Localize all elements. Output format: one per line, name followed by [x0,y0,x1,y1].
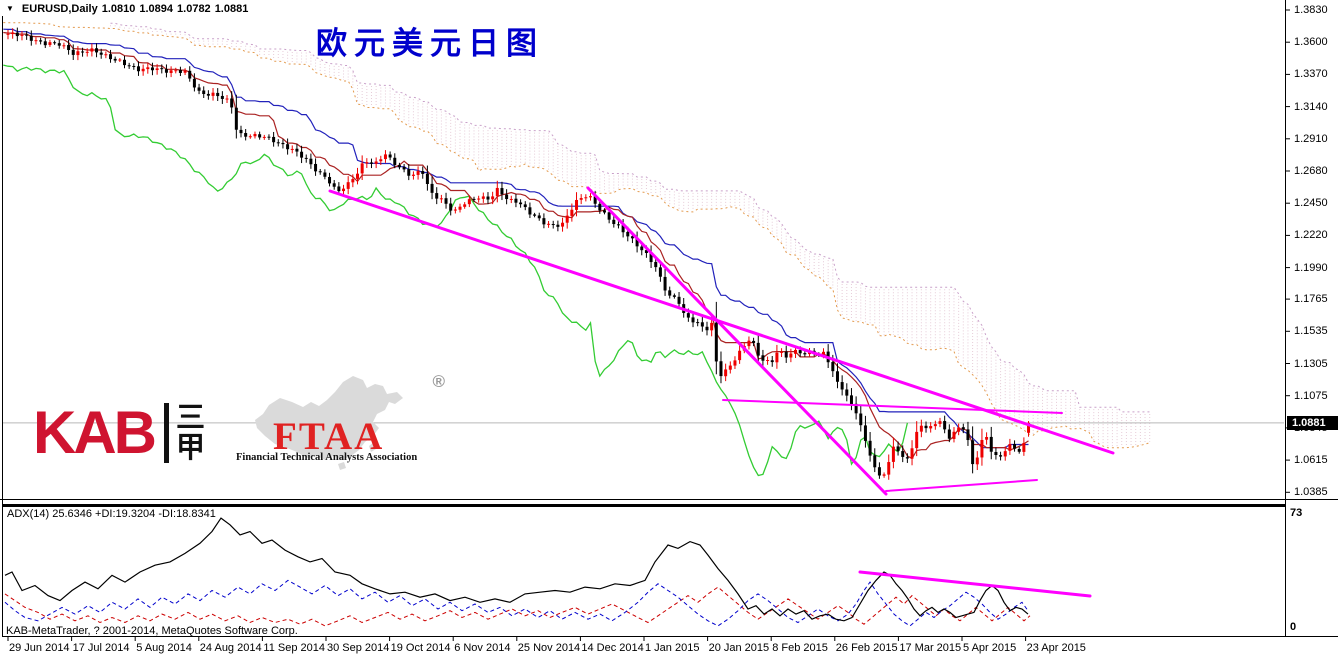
price-axis-label: 1.1535 [1294,325,1328,338]
kab-logo-text: KAB [33,399,157,466]
date-axis-label: 24 Aug 2014 [199,642,262,654]
kab-logo: KAB 三 甲 [33,399,205,467]
date-axis-label: 25 Nov 2014 [517,642,581,654]
indicator-scale-min: 0 [1290,621,1297,633]
price-axis-label: 1.1990 [1294,261,1328,274]
date-axis-label: 29 Jun 2014 [9,642,70,654]
adx-indicator-label: ADX(14) 25.6346 +DI:19.3204 -DI:18.8341 [7,508,216,520]
date-axis-label: 8 Feb 2015 [772,642,828,654]
date-axis-label: 11 Sep 2014 [263,642,325,654]
price-axis-label: 1.3370 [1294,68,1328,81]
date-axis-label: 14 Dec 2014 [581,642,644,654]
date-axis-label: 23 Apr 2015 [1026,642,1086,654]
price-axis-label: 1.2450 [1294,197,1328,210]
date-axis-label: 20 Jan 2015 [708,642,770,654]
date-axis-label: 6 Nov 2014 [454,642,511,654]
symbol-period-label: EURUSD,Daily [21,3,98,15]
china-map-icon [255,376,403,470]
chart-title: 欧元美元日图 [316,26,544,61]
kab-cn-bottom: 甲 [176,432,206,464]
date-axis-label: 17 Jul 2014 [72,642,130,654]
symbol-dropdown-icon[interactable]: ▼ [6,4,14,13]
price-axis-label: 1.1305 [1294,357,1328,370]
copyright-text: KAB-MetaTrader, ? 2001-2014, MetaQuotes … [6,625,298,637]
current-price-badge: 1.0881 [1287,415,1338,430]
registered-trademark-icon: ® [432,372,445,391]
date-axis-label: 1 Jan 2015 [645,642,700,654]
price-axis-label: 1.0615 [1294,454,1328,467]
ohlc-close: 1.0881 [214,3,249,15]
ftaa-logo-text: FTAA [273,415,385,458]
ohlc-high: 1.0894 [139,3,174,15]
price-axis-label: 1.2680 [1294,165,1328,177]
date-axis-label: 5 Aug 2014 [136,642,192,654]
kab-logo-divider [164,403,169,463]
price-axis-label: 1.3140 [1294,100,1328,113]
kab-cn-top: 三 [176,402,206,434]
price-axis-label: 1.0385 [1294,486,1328,499]
price-axis-label: 1.2220 [1294,229,1328,242]
date-axis-label: 26 Feb 2015 [835,642,898,654]
price-axis-label: 1.1765 [1294,293,1328,306]
price-axis-label: 1.1075 [1294,389,1328,402]
ohlc-low: 1.0782 [177,3,211,15]
kab-logo-chinese: 三 甲 [176,403,205,463]
date-axis-label: 19 Oct 2014 [390,642,451,654]
price-axis-label: 1.2910 [1294,132,1328,145]
ftaa-logo-subtitle: Financial Technical Analysts Association [236,452,418,463]
date-axis-label: 30 Sep 2014 [327,642,390,654]
price-axis-label: 1.3600 [1294,36,1328,49]
indicator-scale-max: 73 [1290,507,1303,519]
price-axis-label: 1.3830 [1294,4,1328,16]
date-axis-label: 17 Mar 2015 [899,642,962,654]
ohlc-open: 1.0810 [101,3,136,15]
date-axis-label: 5 Apr 2015 [963,642,1017,654]
ftaa-logo: ® FTAA Financial Technical Analysts Asso… [235,370,445,472]
symbol-ohlc-bar: ▼ EURUSD,Daily 1.0810 1.0894 1.0782 1.0881 [6,3,252,15]
